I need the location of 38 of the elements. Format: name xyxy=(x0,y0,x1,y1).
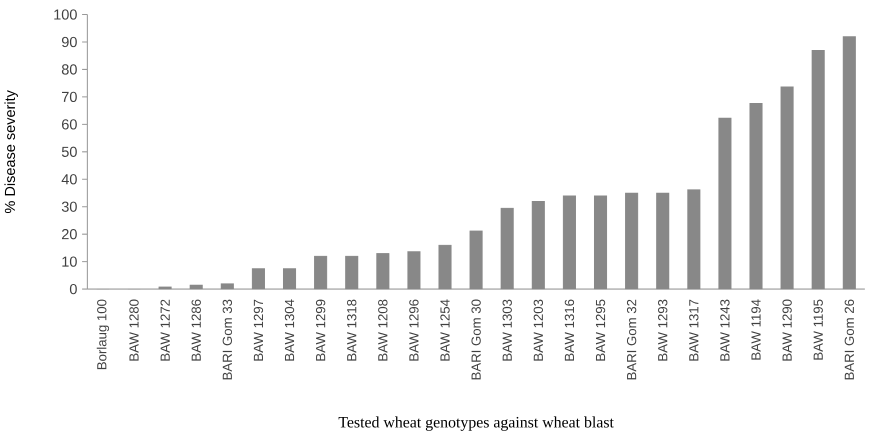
x-tick-label: BAW 1296 xyxy=(409,300,419,361)
x-tick-label: BARI Gom 32 xyxy=(626,300,636,380)
x-axis-title: Tested wheat genotypes against wheat blast xyxy=(338,416,614,432)
x-tick-label: BAW 1286 xyxy=(192,300,201,361)
x-tick-label: BAW 1272 xyxy=(160,300,170,361)
y-tick-label: 100 xyxy=(54,10,77,20)
x-tick-label: BARI Gom 33 xyxy=(222,300,232,380)
x-tick-label: BAW 1243 xyxy=(720,300,730,361)
x-tick-label: BAW 1254 xyxy=(440,300,450,361)
y-tick-label: 0 xyxy=(70,284,77,294)
x-tick-label: BAW 1194 xyxy=(751,300,761,360)
x-tick-label: BAW 1293 xyxy=(658,300,668,361)
x-tick-label: BAW 1304 xyxy=(284,300,294,361)
x-tick-label: BAW 1303 xyxy=(502,300,512,361)
x-tick-label: BAW 1316 xyxy=(564,300,574,361)
y-tick-label: 30 xyxy=(62,202,77,212)
x-tick-label: BAW 1203 xyxy=(534,300,543,361)
x-tick-label: BARI Gom 30 xyxy=(471,300,481,380)
y-tick-label: 10 xyxy=(62,256,77,267)
y-tick-label: 50 xyxy=(62,146,77,158)
x-tick-label: BAW 1299 xyxy=(316,300,326,361)
y-tick-label: 20 xyxy=(62,229,77,240)
y-tick-label: 70 xyxy=(62,92,77,102)
x-tick-label: BAW 1297 xyxy=(254,300,264,361)
x-tick-label: BAW 1318 xyxy=(347,300,356,361)
y-tick-label: 60 xyxy=(62,119,77,130)
y-tick-label: 80 xyxy=(62,64,77,75)
x-tick-label: BAW 1317 xyxy=(689,300,698,361)
x-tick-label: BAW 1290 xyxy=(782,300,792,361)
y-axis-title: % Disease severity xyxy=(4,90,18,214)
y-tick-label: 40 xyxy=(62,174,77,185)
x-tick-label: BAW 1295 xyxy=(596,300,606,361)
x-tick-label: BARI Gom 26 xyxy=(844,300,854,380)
x-tick-label: BAW 1280 xyxy=(129,300,139,361)
x-tick-label: Borlaug 100 xyxy=(96,300,110,370)
x-tick-label: BAW 1208 xyxy=(378,300,388,361)
y-tick-label: 90 xyxy=(62,37,77,48)
x-tick-label: BAW 1195 xyxy=(814,300,823,360)
